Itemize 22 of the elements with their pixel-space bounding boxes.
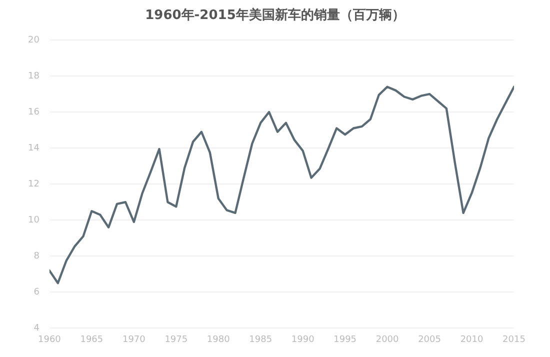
x-tick-label: 1980 (206, 334, 230, 345)
x-tick-label: 1975 (164, 334, 188, 345)
y-tick-label: 20 (28, 35, 40, 46)
x-tick-label: 1970 (122, 334, 146, 345)
x-tick-label: 2015 (502, 334, 526, 345)
y-tick-label: 18 (28, 71, 40, 82)
y-tick-label: 14 (28, 143, 40, 154)
x-tick-label: 1965 (80, 334, 104, 345)
x-tick-label: 2000 (376, 334, 400, 345)
chart-title: 1960年-2015年美国新车的销量（百万辆） (144, 6, 406, 24)
y-tick-label: 16 (28, 107, 40, 118)
y-tick-label: 8 (34, 251, 40, 262)
x-tick-label: 1990 (291, 334, 315, 345)
x-tick-label: 1960 (38, 334, 62, 345)
x-tick-label: 2010 (460, 334, 484, 345)
x-tick-label: 2005 (418, 334, 441, 345)
y-tick-label: 4 (34, 324, 40, 334)
y-tick-label: 6 (34, 288, 40, 298)
y-tick-label: 12 (28, 179, 40, 190)
x-tick-label: 1995 (334, 334, 357, 345)
x-tick-label: 1985 (249, 334, 272, 345)
y-tick-label: 10 (28, 215, 40, 226)
